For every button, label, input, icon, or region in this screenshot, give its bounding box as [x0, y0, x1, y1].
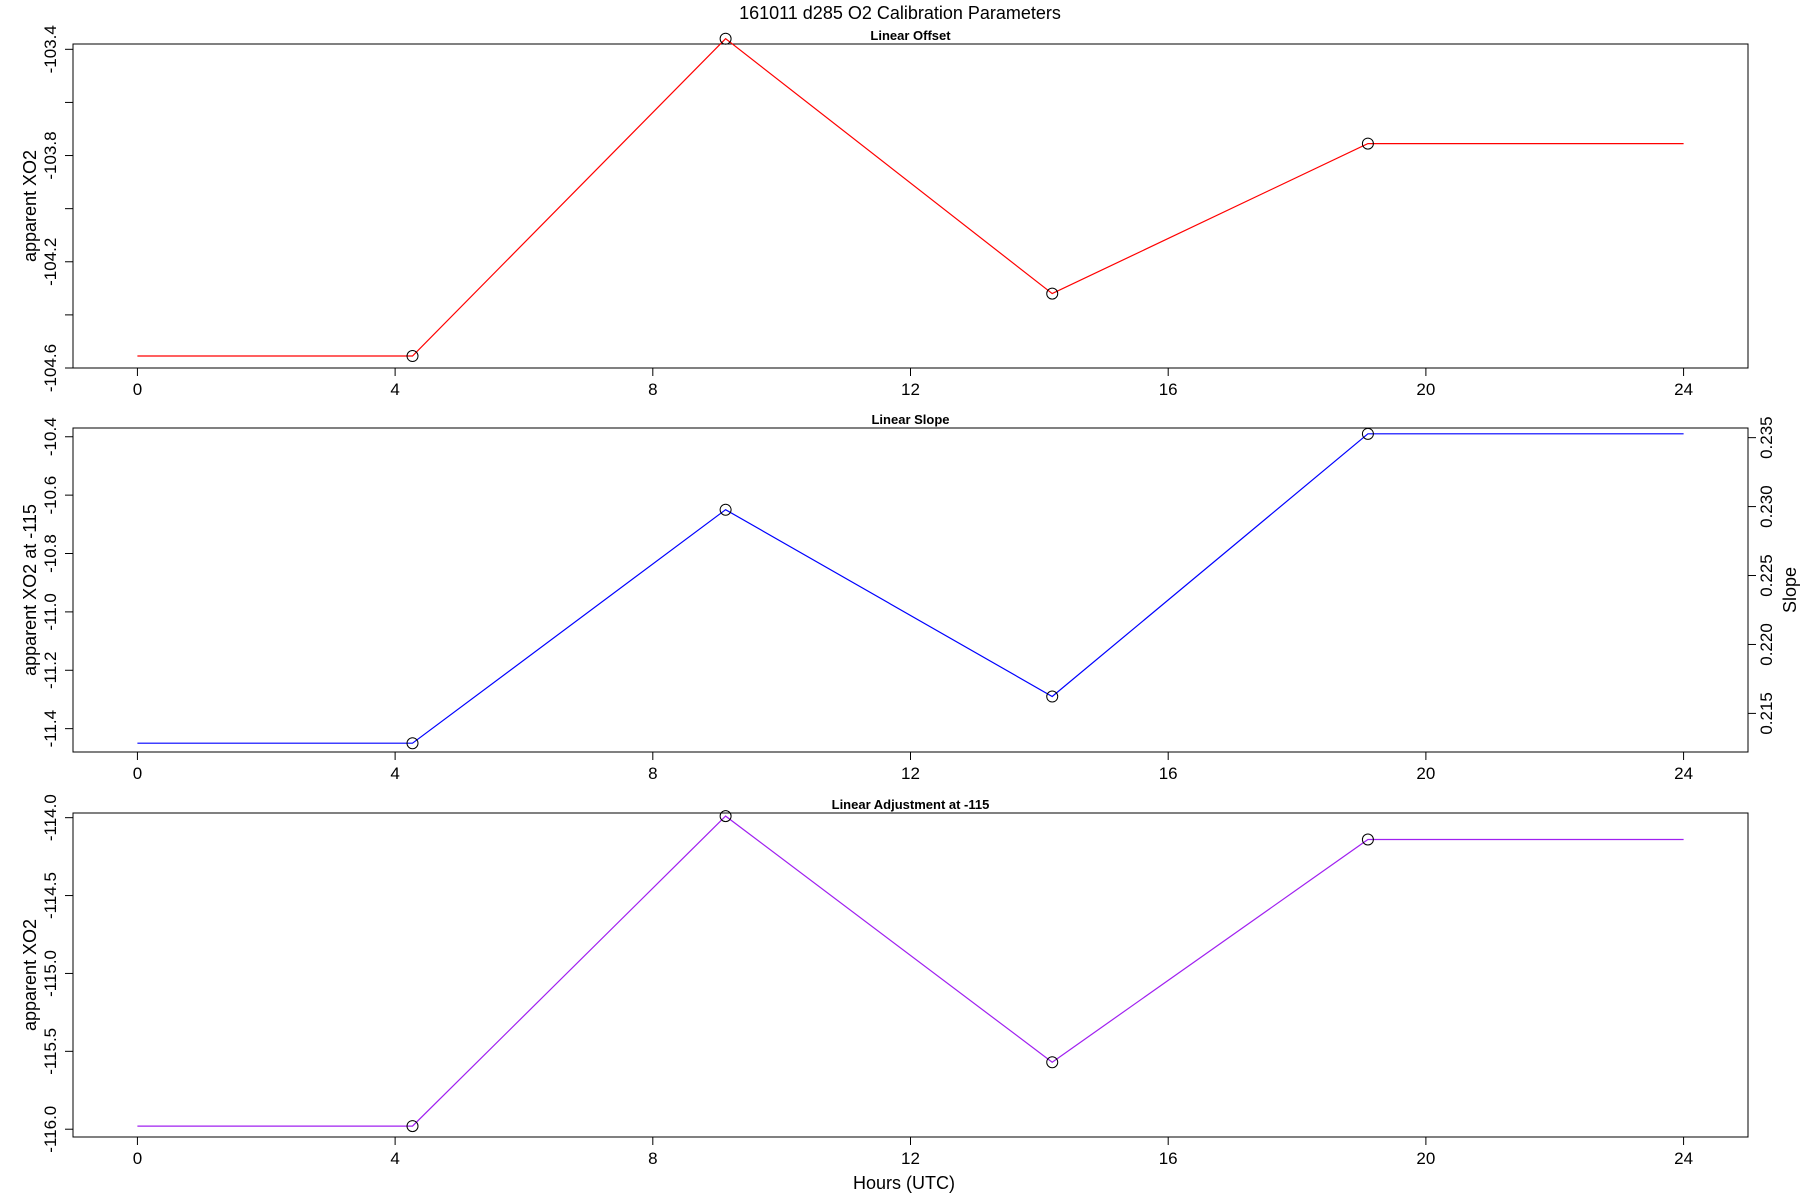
offset-x-tick-label: 24	[1674, 380, 1693, 399]
figure-title: 161011 d285 O2 Calibration Parameters	[739, 3, 1061, 23]
linear-slope-panel: Linear Slope 0 4 8 12 16 20 24 -11.4 -11.2 -11.0 -1…	[20, 412, 1800, 783]
offset-data-point	[406, 350, 419, 363]
linear-offset-panel: Linear Offset 0 4 8 12 16 20 24 -104.6 -104.2 -103…	[20, 25, 1749, 399]
slope-y-tick-label: -11.2	[41, 652, 60, 690]
offset-x-tick-label: 12	[901, 380, 920, 399]
slope-y2-tick-label: 0.225	[1757, 554, 1776, 597]
adjustment-x-tick-label: 16	[1159, 1149, 1178, 1168]
adjustment-y-tick-label: -116.0	[41, 1106, 60, 1153]
slope-data-point	[406, 737, 419, 750]
slope-plot-frame	[72, 427, 1749, 753]
slope-y2-tick-label: 0.235	[1757, 416, 1776, 459]
adjustment-data-point	[1361, 833, 1374, 846]
slope-x-tick-label: 4	[390, 764, 399, 783]
adjustment-x-tick-label: 12	[901, 1149, 920, 1168]
slope-x-tick-label: 24	[1674, 764, 1693, 783]
offset-y-tick-label: -103.4	[41, 25, 60, 73]
offset-plot-frame	[72, 43, 1749, 369]
slope-y2-tick-label: 0.215	[1757, 692, 1776, 735]
slope-x-tick-label: 16	[1159, 764, 1178, 783]
offset-x-tick-label: 4	[390, 380, 399, 399]
adjustment-y-tick-label: -115.5	[41, 1028, 60, 1075]
adjustment-series-line	[137, 815, 1684, 1127]
adjustment-x-tick-label: 4	[390, 1149, 399, 1168]
slope-y-tick-label: -10.6	[41, 476, 60, 515]
adjustment-panel-title: Linear Adjustment at -115	[832, 797, 990, 812]
adjustment-x-tick-label: 20	[1416, 1149, 1435, 1168]
offset-x-tick-label: 20	[1416, 380, 1435, 399]
offset-y-axis-label: apparent XO2	[20, 150, 40, 262]
slope-y-tick-label: -10.8	[41, 534, 60, 573]
adjustment-y-tick-label: -114.0	[41, 794, 60, 841]
slope-y-tick-label: -10.4	[41, 417, 60, 456]
offset-y-tick-label: -104.6	[41, 344, 60, 392]
slope-panel-title: Linear Slope	[871, 412, 949, 427]
offset-y-tick-label: -103.8	[41, 131, 60, 179]
slope-x-tick-label: 0	[133, 764, 142, 783]
offset-y-tick-label: -104.2	[41, 238, 60, 286]
adjustment-y-tick-label: -114.5	[41, 872, 60, 919]
adjustment-x-tick-label: 0	[133, 1149, 142, 1168]
offset-data-point	[1361, 137, 1374, 150]
adjustment-data-point	[719, 810, 732, 823]
slope-x-tick-label: 12	[901, 764, 920, 783]
slope-data-point	[719, 503, 732, 516]
adjustment-data-point	[1046, 1056, 1059, 1069]
slope-y2-axis-label: Slope	[1780, 567, 1800, 613]
offset-x-tick-label: 8	[648, 380, 657, 399]
slope-series-line	[137, 433, 1684, 744]
adjustment-plot-frame	[72, 812, 1749, 1138]
slope-y2-tick-label: 0.230	[1757, 485, 1776, 528]
offset-x-tick-label: 16	[1159, 380, 1178, 399]
slope-data-point	[1361, 427, 1374, 440]
offset-panel-title: Linear Offset	[870, 28, 951, 43]
adjustment-x-tick-label: 24	[1674, 1149, 1693, 1168]
offset-x-tick-label: 0	[133, 380, 142, 399]
x-axis-label: Hours (UTC)	[853, 1173, 955, 1193]
slope-y-axis-label: apparent XO2 at -115	[20, 504, 40, 676]
offset-data-point	[719, 32, 732, 45]
slope-y-tick-label: -11.4	[41, 710, 60, 748]
adjustment-data-point	[406, 1120, 419, 1133]
offset-series-line	[137, 37, 1684, 357]
offset-data-point	[1046, 287, 1059, 300]
adjustment-x-tick-label: 8	[648, 1149, 657, 1168]
adjustment-y-tick-label: -115.0	[41, 950, 60, 997]
slope-y-tick-label: -11.0	[41, 593, 60, 631]
linear-adjustment-panel: Linear Adjustment at -115 0 4 8 12 16 20 24 -116…	[20, 794, 1749, 1168]
slope-x-tick-label: 20	[1416, 764, 1435, 783]
adjustment-y-axis-label: apparent XO2	[20, 919, 40, 1031]
slope-data-point	[1046, 690, 1059, 703]
slope-y2-tick-label: 0.220	[1757, 623, 1776, 666]
slope-x-tick-label: 8	[648, 764, 657, 783]
